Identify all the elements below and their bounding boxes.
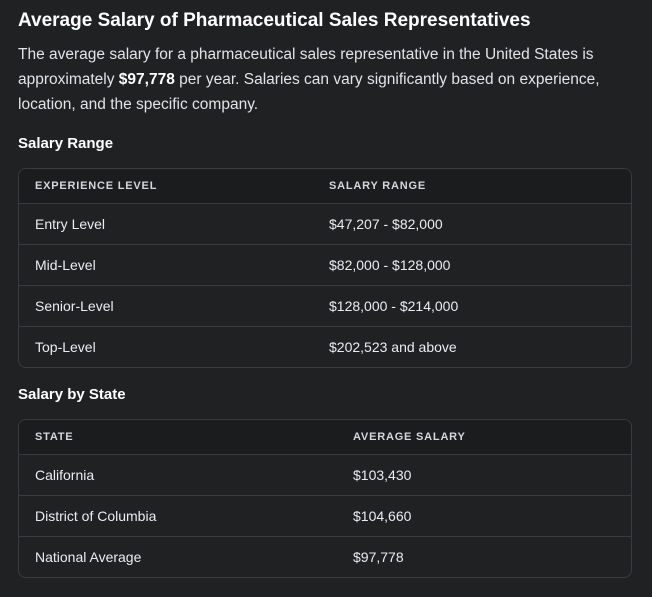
salary-range-cell: $202,523 and above — [313, 326, 631, 367]
salary-by-state-table-container: STATE AVERAGE SALARY California $103,430… — [18, 419, 632, 578]
average-salary-cell: $97,778 — [337, 536, 631, 577]
state-cell: District of Columbia — [19, 495, 337, 537]
salary-range-table: EXPERIENCE LEVEL SALARY RANGE Entry Leve… — [19, 169, 631, 367]
column-header-salary-range: SALARY RANGE — [313, 169, 631, 204]
experience-level-cell: Mid-Level — [19, 244, 313, 286]
average-salary-cell: $104,660 — [337, 495, 631, 537]
experience-level-cell: Senior-Level — [19, 285, 313, 327]
salary-by-state-heading: Salary by State — [18, 386, 126, 403]
intro-text-before: The average salary for a pharmaceutical … — [18, 46, 594, 88]
salary-range-cell: $82,000 - $128,000 — [313, 244, 631, 286]
average-salary-cell: $103,430 — [337, 454, 631, 496]
salary-range-cell: $128,000 - $214,000 — [313, 285, 631, 327]
table-row: Mid-Level $82,000 - $128,000 — [19, 244, 631, 286]
table-row: Top-Level $202,523 and above — [19, 326, 631, 367]
table-row: National Average $97,778 — [19, 536, 631, 577]
table-header-row: EXPERIENCE LEVEL SALARY RANGE — [19, 169, 631, 204]
column-header-experience-level: EXPERIENCE LEVEL — [19, 169, 313, 204]
table-header-row: STATE AVERAGE SALARY — [19, 420, 631, 455]
page-title: Average Salary of Pharmaceutical Sales R… — [18, 10, 531, 31]
state-cell: National Average — [19, 536, 337, 577]
salary-range-heading: Salary Range — [18, 135, 114, 152]
experience-level-cell: Entry Level — [19, 203, 313, 245]
salary-range-table-container: EXPERIENCE LEVEL SALARY RANGE Entry Leve… — [18, 168, 632, 368]
state-cell: California — [19, 454, 337, 496]
column-header-average-salary: AVERAGE SALARY — [337, 420, 631, 455]
salary-range-cell: $47,207 - $82,000 — [313, 203, 631, 245]
experience-level-cell: Top-Level — [19, 326, 313, 367]
salary-by-state-table: STATE AVERAGE SALARY California $103,430… — [19, 420, 631, 577]
table-row: District of Columbia $104,660 — [19, 495, 631, 537]
intro-text-after: per year. Salaries can vary significantl… — [18, 71, 600, 113]
average-salary-highlight: $97,778 — [118, 71, 175, 88]
table-row: Senior-Level $128,000 - $214,000 — [19, 285, 631, 327]
column-header-state: STATE — [19, 420, 337, 455]
table-row: California $103,430 — [19, 454, 631, 496]
article: Average Salary of Pharmaceutical Sales R… — [18, 10, 634, 578]
table-row: Entry Level $47,207 - $82,000 — [19, 203, 631, 245]
intro-paragraph: The average salary for a pharmaceutical … — [18, 42, 634, 117]
